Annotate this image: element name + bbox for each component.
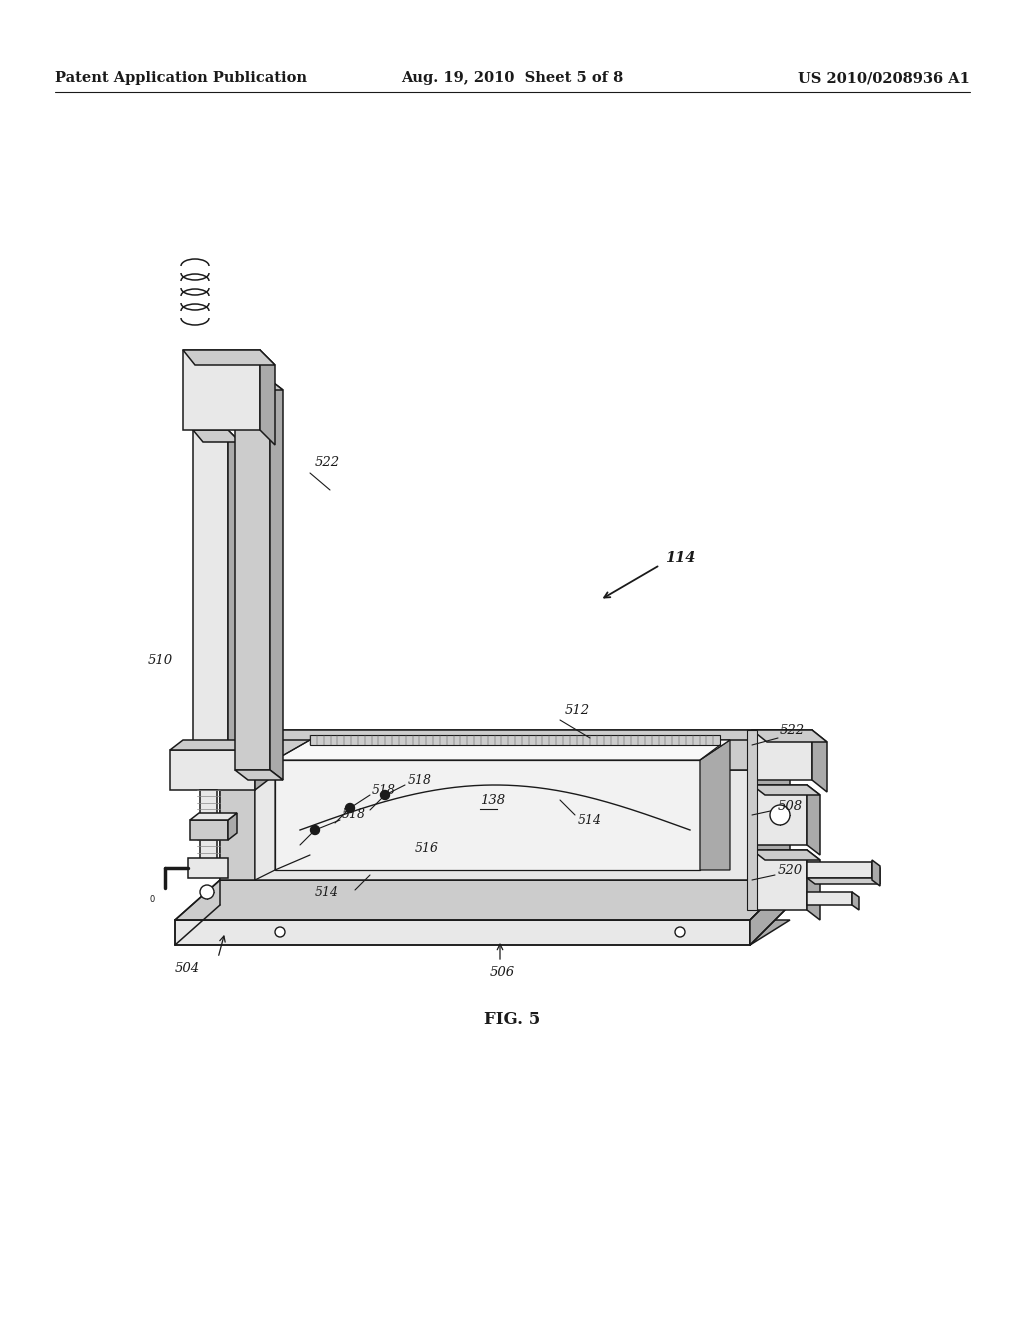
Polygon shape [193,430,240,442]
Polygon shape [807,862,872,878]
Text: 518: 518 [372,784,396,796]
Polygon shape [228,813,237,840]
Polygon shape [193,430,228,750]
Polygon shape [275,760,700,870]
Polygon shape [807,878,880,884]
Text: Aug. 19, 2010  Sheet 5 of 8: Aug. 19, 2010 Sheet 5 of 8 [400,71,624,84]
Polygon shape [750,880,790,945]
Polygon shape [175,920,750,945]
Text: 514: 514 [315,887,339,899]
Polygon shape [260,350,275,445]
Polygon shape [812,730,827,792]
Polygon shape [807,850,820,920]
Polygon shape [255,730,275,770]
Polygon shape [752,730,812,780]
Text: 114: 114 [665,550,695,565]
Polygon shape [750,730,790,880]
Text: 0: 0 [150,895,155,904]
Polygon shape [183,350,275,366]
Circle shape [275,927,285,937]
Polygon shape [188,858,228,878]
Polygon shape [752,785,820,795]
Polygon shape [234,380,283,389]
Text: FIG. 5: FIG. 5 [484,1011,540,1028]
Polygon shape [746,730,757,909]
Polygon shape [190,820,228,840]
Polygon shape [183,350,260,430]
Polygon shape [190,813,237,820]
Text: 516: 516 [415,842,439,854]
Polygon shape [752,730,827,742]
Polygon shape [752,850,820,861]
Polygon shape [752,785,807,845]
Polygon shape [752,850,807,909]
Polygon shape [200,789,217,865]
Circle shape [200,884,214,899]
Text: 522: 522 [315,457,340,470]
Polygon shape [750,920,790,945]
Polygon shape [220,730,255,880]
Text: 514: 514 [578,813,602,826]
Polygon shape [255,730,790,741]
Text: 518: 518 [342,808,366,821]
Polygon shape [228,430,240,762]
Text: 522: 522 [780,723,805,737]
Text: US 2010/0208936 A1: US 2010/0208936 A1 [798,71,970,84]
Text: 510: 510 [148,653,173,667]
Circle shape [675,927,685,937]
Polygon shape [255,760,275,880]
Polygon shape [872,862,880,884]
Text: 506: 506 [490,965,515,978]
Polygon shape [852,892,859,909]
Text: 504: 504 [175,961,200,974]
Polygon shape [170,741,268,750]
Text: 520: 520 [778,865,803,878]
Polygon shape [234,770,283,780]
Polygon shape [275,741,730,760]
Circle shape [381,791,389,800]
Text: Patent Application Publication: Patent Application Publication [55,71,307,84]
Text: 138: 138 [480,793,505,807]
Polygon shape [255,741,268,789]
Text: 508: 508 [778,800,803,813]
Circle shape [770,805,790,825]
Polygon shape [220,730,790,770]
Text: 512: 512 [565,704,590,717]
Polygon shape [872,861,880,886]
Polygon shape [750,880,790,945]
Circle shape [345,804,354,813]
Text: 518: 518 [408,774,432,787]
Polygon shape [175,880,790,920]
Polygon shape [310,735,720,744]
Polygon shape [807,785,820,855]
Polygon shape [270,380,283,780]
Circle shape [310,825,319,834]
Polygon shape [807,892,852,906]
Polygon shape [170,750,255,789]
Polygon shape [700,741,730,870]
Polygon shape [220,770,750,880]
Polygon shape [234,380,270,770]
